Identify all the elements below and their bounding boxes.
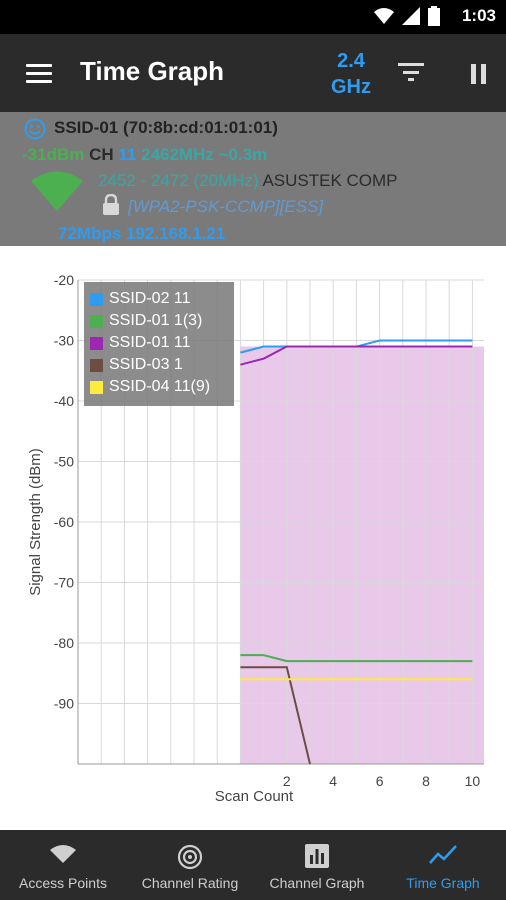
legend-label: SSID-03 1 [109, 356, 183, 373]
x-tick-label: 10 [465, 773, 481, 789]
timeline-icon [429, 845, 457, 864]
legend-swatch [90, 358, 103, 372]
legend-label: SSID-02 11 [109, 290, 191, 307]
status-bar: 1:03 [0, 0, 506, 34]
legend-item: SSID-04 11(9) [90, 376, 210, 398]
y-tick-label: -40 [54, 393, 74, 409]
x-tick-label: 6 [376, 773, 384, 789]
legend-label: SSID-01 1(3) [109, 312, 203, 329]
clock: 1:03 [461, 6, 496, 25]
y-tick-label: -50 [54, 454, 74, 470]
band-unit: GHz [331, 76, 371, 98]
lock-icon [103, 194, 119, 215]
x-tick-label: 8 [422, 773, 430, 789]
wifi-signal-icon [374, 8, 394, 24]
wifi-strength-icon [31, 171, 83, 211]
y-tick-label: -90 [54, 696, 74, 712]
band-value: 2.4 [337, 50, 365, 72]
legend-item: SSID-01 1(3) [90, 310, 202, 332]
ap-frequency: 2462MHz [141, 145, 214, 164]
legend-item: SSID-01 11 [90, 332, 191, 354]
legend-swatch [90, 380, 103, 394]
channel-rating-icon [177, 844, 203, 870]
ap-ssid: SSID-01 (70:8b:cd:01:01:01) [54, 118, 278, 137]
band-toggle[interactable]: 2.4 GHz [322, 48, 380, 100]
ap-signal: -31dBm [22, 145, 85, 164]
x-tick-label: 4 [329, 773, 337, 789]
pause-icon[interactable] [470, 64, 488, 84]
filter-icon[interactable] [398, 62, 424, 82]
time-graph-chart: -20 -30 -40 -50 -60 -70 -80 -90 2 4 6 8 10 Scan Count… [0, 246, 506, 830]
nav-label: Time Graph [406, 875, 480, 891]
ap-channel: 11 [118, 145, 137, 164]
nav-label: Channel Rating [141, 875, 239, 891]
ap-security: [WPA2-PSK-CCMP][ESS] [128, 197, 324, 216]
y-axis-label: Signal Strength (dBm) [27, 448, 44, 596]
legend-swatch [90, 314, 103, 328]
smiley-icon [24, 118, 46, 140]
status-icons [374, 6, 440, 26]
y-tick-label: -80 [54, 635, 74, 651]
y-tick-label: -70 [54, 575, 74, 591]
legend-item: SSID-03 1 [90, 354, 183, 376]
bar-chart-icon [305, 844, 329, 868]
legend-swatch [90, 336, 103, 350]
ap-rate-ip: 72Mbps 192.168.1.21 [58, 224, 226, 243]
nav-time-graph[interactable]: Time Graph [380, 830, 506, 900]
connected-area [240, 346, 484, 764]
ap-signal-line: -31dBm CH 11 2462MHz ~0.3m [22, 145, 267, 165]
chart-svg: -20 -30 -40 -50 -60 -70 -80 -90 2 4 6 8 10 Scan Count… [27, 272, 484, 805]
legend-label: SSID-04 11(9) [109, 378, 211, 395]
menu-icon[interactable] [26, 64, 52, 84]
x-axis-label: Scan Count [215, 788, 294, 805]
cell-signal-icon [402, 7, 420, 25]
ap-distance: ~0.3m [218, 145, 268, 164]
access-point-panel[interactable] [0, 112, 506, 246]
nav-access-points[interactable]: Access Points [0, 830, 126, 900]
legend-label: SSID-01 11 [109, 334, 191, 351]
nav-channel-rating[interactable]: Channel Rating [126, 830, 254, 900]
x-tick-label: 2 [283, 773, 291, 789]
nav-label: Access Points [19, 875, 107, 891]
bottom-nav: Access Points Channel Rating Channel Gra… [0, 830, 506, 900]
y-tick-label: -20 [54, 272, 74, 288]
battery-icon [428, 6, 440, 26]
legend-item: SSID-02 11 [90, 288, 191, 310]
ap-vendor: ASUSTEK COMP [262, 171, 398, 190]
wifi-icon [50, 845, 76, 863]
ap-range: 2452 - 2472 (20MHz) [98, 171, 259, 190]
series-line-2 [240, 654, 473, 663]
ap-range-line: 2452 - 2472 (20MHz) ASUSTEK COMP [98, 171, 398, 191]
y-tick-label: -60 [54, 514, 74, 530]
ap-channel-label: CH [89, 145, 114, 164]
legend-swatch [90, 292, 103, 306]
chart-legend: SSID-02 11 SSID-01 1(3) SSID-01 11 SSID-03 … [84, 282, 234, 406]
nav-channel-graph[interactable]: Channel Graph [254, 830, 380, 900]
app-bar: Time Graph 2.4 GHz [0, 34, 506, 112]
page-title: Time Graph [80, 56, 225, 86]
nav-label: Channel Graph [269, 875, 365, 891]
y-tick-label: -30 [54, 333, 74, 349]
series-line-3 [240, 345, 473, 366]
series-line-4 [240, 666, 311, 765]
